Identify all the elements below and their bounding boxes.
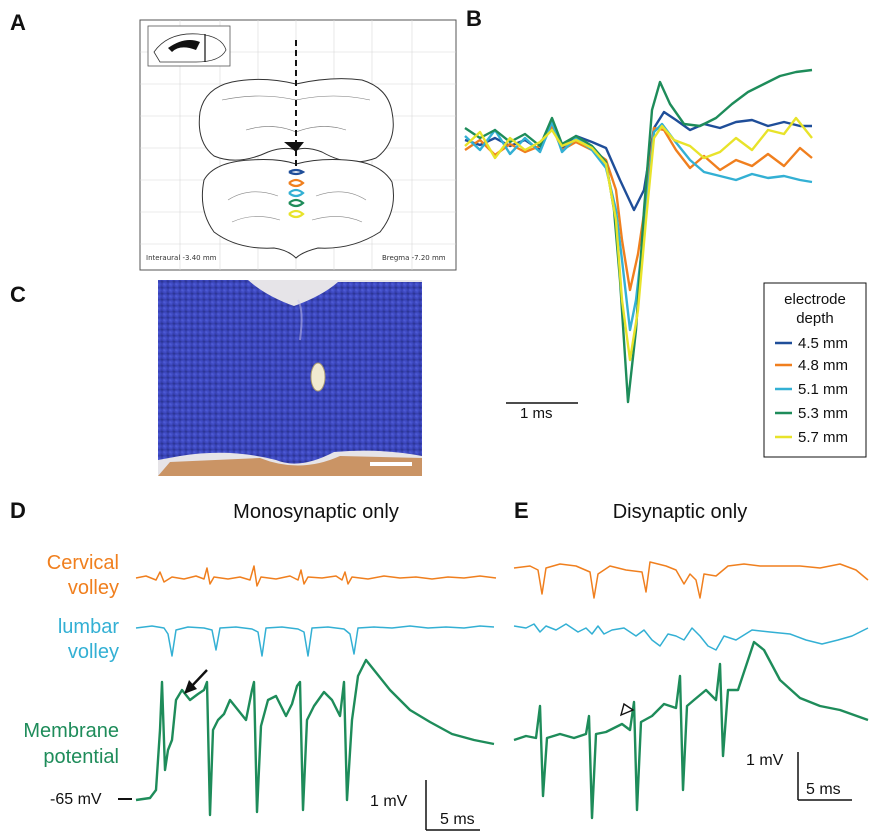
e-lumbar-trace xyxy=(514,624,868,650)
e-scalebar: 1 mV 5 ms xyxy=(746,752,852,800)
svg-text:4.5 mm: 4.5 mm xyxy=(798,335,848,352)
d-cervical-trace xyxy=(136,566,496,586)
svg-text:5.7 mm: 5.7 mm xyxy=(798,429,848,446)
panel-label-c: C xyxy=(10,282,26,307)
atlas-diagram: Interaural -3.40 mm Bregma -7.20 mm xyxy=(140,20,456,270)
panel-label-a: A xyxy=(10,10,26,35)
atlas-interaural: Interaural -3.40 mm xyxy=(146,254,217,262)
trace-5-7mm xyxy=(465,118,812,360)
legend-title-line1: electrode xyxy=(784,291,846,308)
membrane-label-line1: Membrane xyxy=(23,720,119,742)
atlas-bregma: Bregma -7.20 mm xyxy=(382,254,446,262)
svg-text:4.8 mm: 4.8 mm xyxy=(798,357,848,374)
lumbar-label-line1: lumbar xyxy=(58,616,119,638)
panel-d-title: Monosynaptic only xyxy=(233,501,399,523)
trace-5-3mm xyxy=(465,70,812,402)
field-potential-traces xyxy=(465,70,812,402)
e-scale-mv: 1 mV xyxy=(746,752,784,769)
lumbar-label-line2: volley xyxy=(68,641,119,663)
depth-legend: electrode depth 4.5 mm 4.8 mm 5.1 mm 5.3… xyxy=(764,283,866,457)
legend-title-line2: depth xyxy=(796,310,834,327)
d-scalebar: 1 mV 5 ms xyxy=(370,780,480,830)
panel-label-e: E xyxy=(514,498,529,523)
scalebar-1ms-label: 1 ms xyxy=(520,405,553,422)
e-cervical-trace xyxy=(514,562,868,598)
panel-label-b: B xyxy=(466,6,482,31)
d-lumbar-trace xyxy=(136,626,494,656)
d-scale-mv: 1 mV xyxy=(370,793,408,810)
trace-labels: Cervical volley lumbar volley Membrane p… xyxy=(23,552,119,768)
svg-text:5.3 mm: 5.3 mm xyxy=(798,405,848,422)
trace-4-8mm xyxy=(465,126,812,290)
e-scale-ms: 5 ms xyxy=(806,781,841,798)
panel-label-d: D xyxy=(10,498,26,523)
histology-image xyxy=(158,280,422,476)
membrane-label-line2: potential xyxy=(43,746,119,768)
resting-potential-label: -65 mV xyxy=(50,791,102,808)
cervical-label-line1: Cervical xyxy=(47,552,119,574)
d-scale-ms: 5 ms xyxy=(440,811,475,828)
panel-e-title: Disynaptic only xyxy=(613,501,748,523)
histology-scalebar xyxy=(370,462,412,466)
svg-text:5.1 mm: 5.1 mm xyxy=(798,381,848,398)
cervical-label-line2: volley xyxy=(68,577,119,599)
